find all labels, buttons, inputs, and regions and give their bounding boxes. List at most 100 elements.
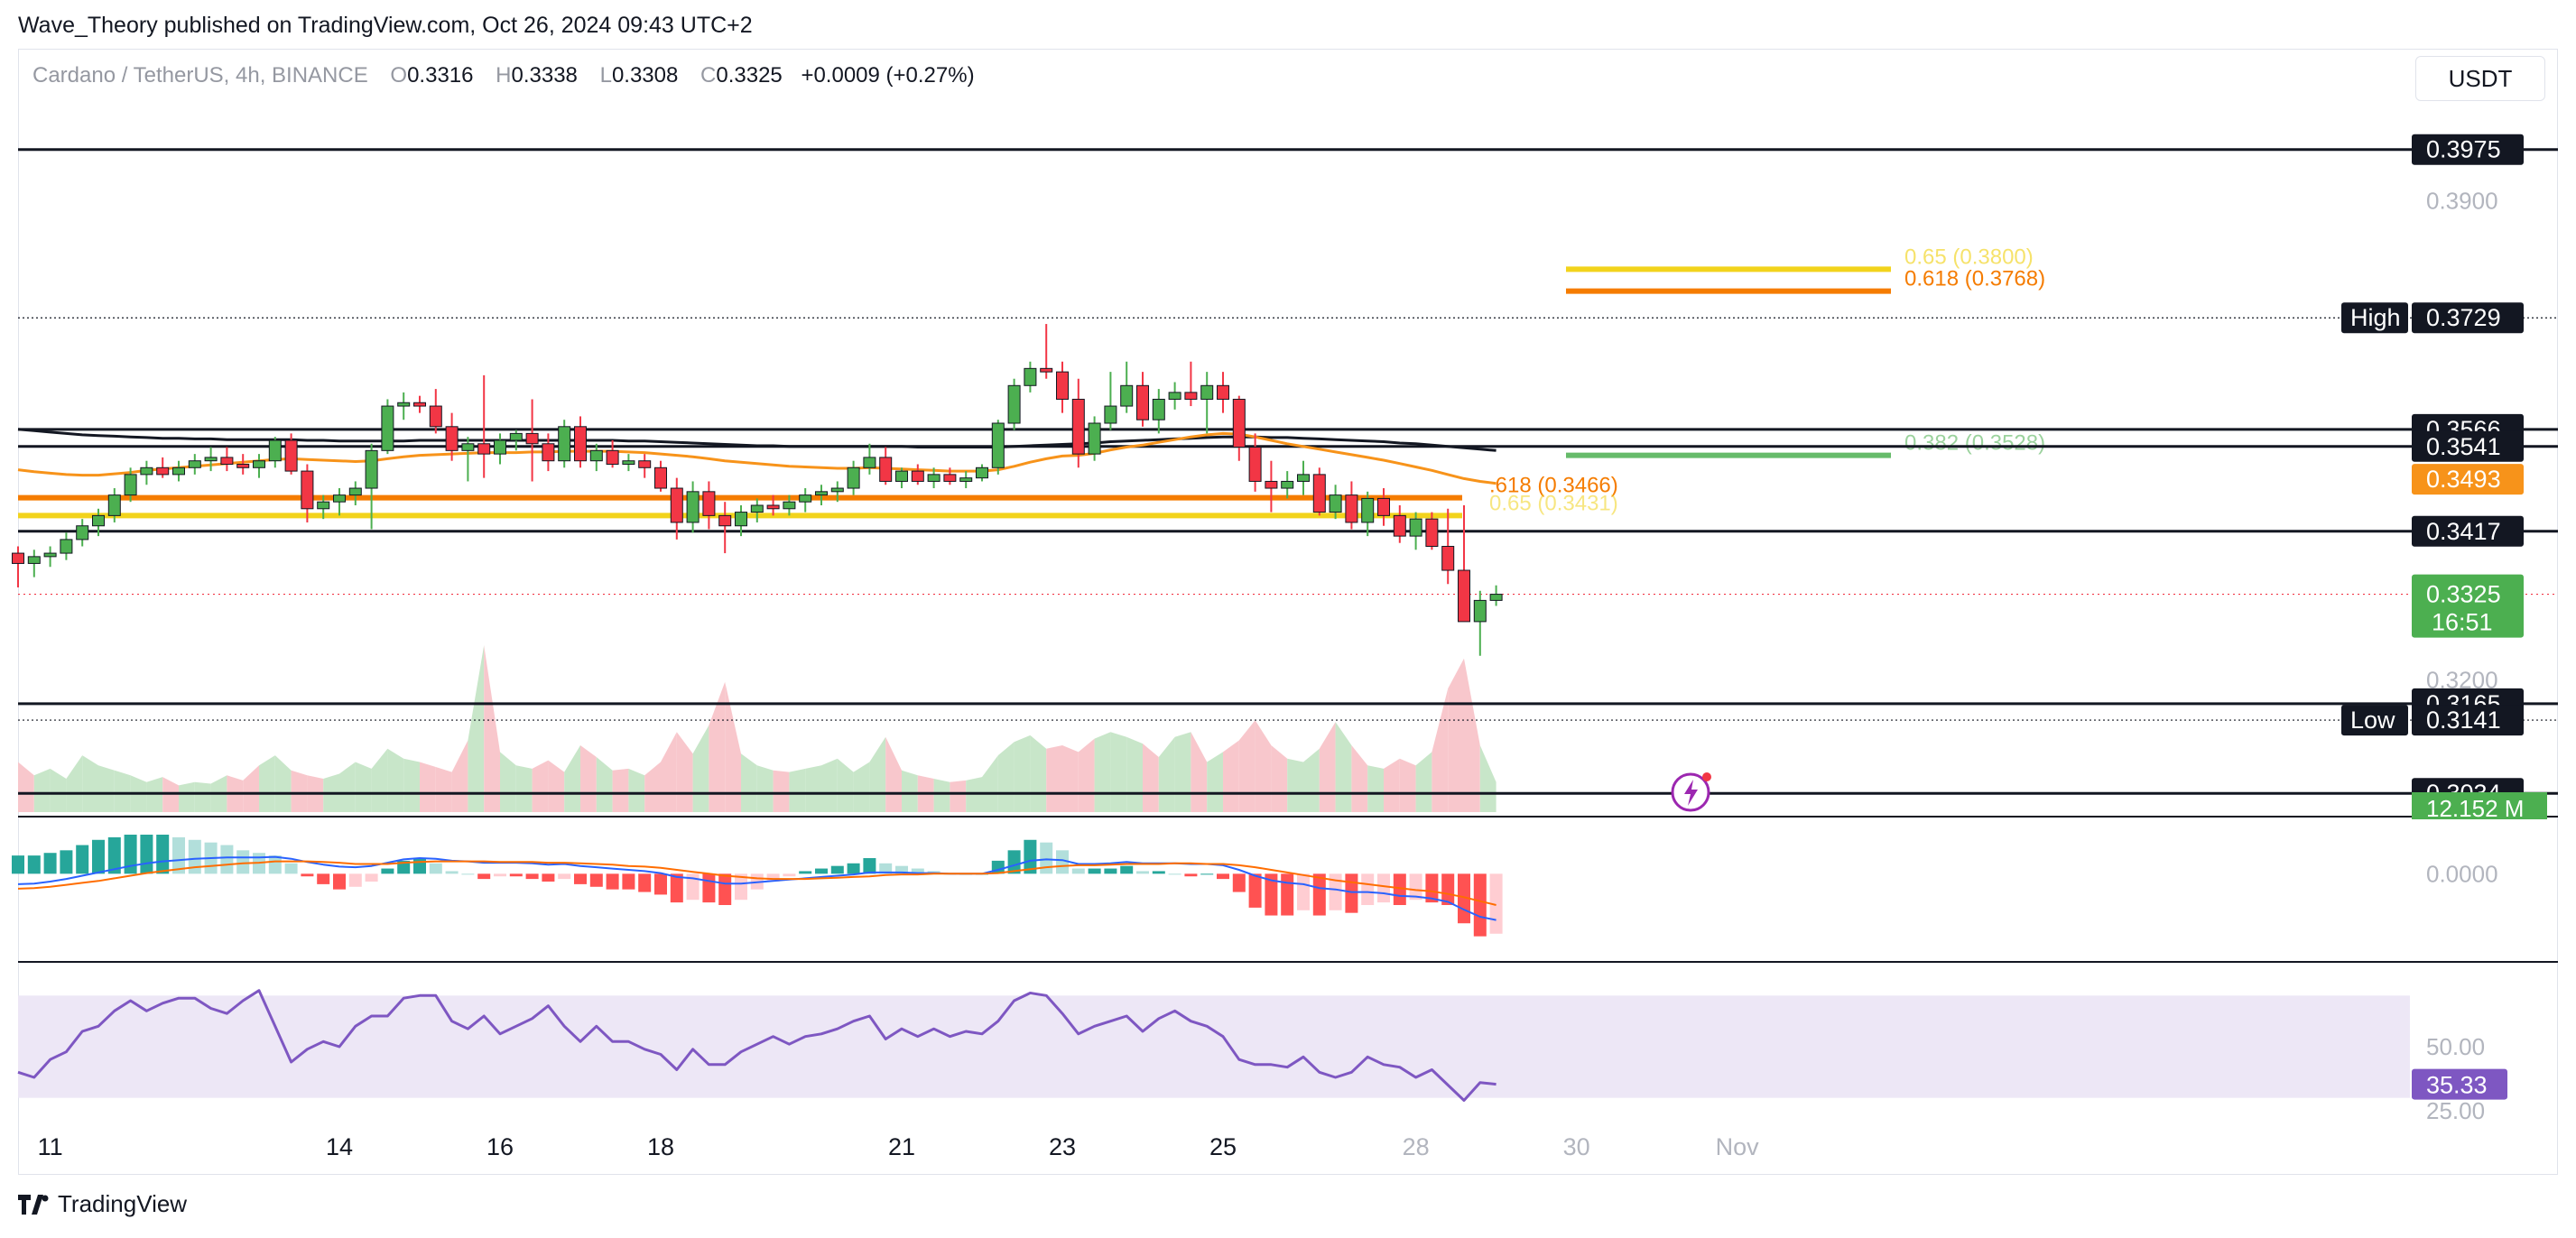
candle-body	[1265, 480, 1278, 489]
macd-histogram-bar	[1425, 873, 1439, 903]
candle-body	[397, 402, 411, 407]
candle-body	[461, 443, 475, 451]
macd-histogram-bar	[220, 845, 234, 874]
volume-slice	[194, 781, 211, 812]
candle-body	[333, 494, 346, 503]
macd-histogram-bar	[494, 873, 506, 877]
macd-histogram-bar	[236, 850, 250, 874]
volume-slice	[821, 758, 838, 812]
volume-slice	[1415, 752, 1432, 812]
macd-histogram-bar	[477, 873, 491, 880]
open-label: O	[390, 63, 408, 88]
candle-body	[991, 422, 1005, 468]
macd-histogram-bar	[12, 855, 24, 874]
macd-histogram-bar	[333, 873, 346, 890]
macd-histogram-bar	[911, 868, 924, 874]
candle-body	[284, 439, 298, 472]
candle-body	[301, 470, 314, 510]
high-label: H	[496, 63, 512, 88]
volume-slice	[1271, 745, 1288, 812]
macd-histogram-bar	[863, 858, 876, 874]
price-axis-label-box	[2412, 705, 2524, 736]
symbol-name[interactable]: Cardano / TetherUS, 4h, BINANCE	[32, 63, 368, 88]
price-axis-label: 0.3493	[2426, 466, 2501, 493]
volume-slice	[484, 645, 500, 812]
low-label: L	[599, 63, 612, 88]
candle-body	[976, 467, 988, 479]
volume-slice	[515, 765, 533, 812]
macd-histogram-bar	[815, 868, 828, 874]
candle-body	[943, 474, 957, 482]
candle-body	[606, 449, 619, 466]
macd-histogram-bar	[397, 860, 411, 874]
candle-body	[365, 449, 378, 489]
volume-slice	[612, 768, 629, 812]
candle-body	[1248, 447, 1262, 482]
macd-histogram-bar	[284, 863, 298, 874]
macd-histogram-bar	[188, 839, 201, 874]
candle-body	[124, 474, 137, 496]
price-axis-label: 0.3541	[2426, 433, 2501, 460]
time-axis-tick: 21	[888, 1133, 915, 1160]
volume-slice	[644, 762, 661, 812]
volume-slice	[1335, 722, 1352, 812]
macd-histogram-bar	[140, 835, 153, 874]
macd-histogram-bar	[879, 863, 893, 874]
candle-body	[140, 467, 153, 476]
macd-histogram-bar	[1345, 873, 1358, 913]
chart-frame	[18, 49, 2558, 1175]
price-axis-label: 0.3141	[2426, 707, 2501, 734]
candle-body	[236, 464, 250, 468]
tradingview-logo[interactable]: TradingView	[18, 1190, 187, 1218]
macd-histogram-bar	[606, 873, 619, 890]
candle-body	[1393, 514, 1406, 537]
candle-body	[494, 439, 506, 455]
volume-slice	[1399, 758, 1416, 812]
candle-body	[156, 467, 170, 476]
candle-body	[204, 457, 218, 462]
macd-histogram-bar	[445, 871, 459, 874]
candle-body	[27, 556, 41, 564]
macd-histogram-bar	[1024, 839, 1037, 874]
macd-histogram-bar	[847, 863, 860, 874]
candle-body	[172, 467, 185, 476]
candle-body	[799, 494, 812, 503]
publisher-line: Wave_Theory published on TradingView.com…	[18, 13, 753, 38]
volume-slice	[837, 758, 854, 812]
volume-slice	[725, 681, 741, 812]
price-axis-label: 0.3729	[2426, 304, 2501, 331]
currency-button[interactable]: USDT	[2415, 56, 2545, 101]
candle-body	[268, 439, 282, 462]
volume-slice	[1158, 736, 1175, 812]
time-axis-tick: Nov	[1716, 1133, 1760, 1160]
price-axis-label: 0.3325	[2426, 581, 2501, 608]
candle-body	[1297, 474, 1310, 482]
volume-slice	[1078, 738, 1095, 812]
candle-body	[1361, 497, 1375, 523]
macd-signal-line	[17, 860, 1496, 906]
candle-body	[1312, 474, 1326, 513]
volume-axis-label-box	[2412, 792, 2547, 819]
macd-histogram-bar	[783, 873, 796, 877]
volume-slice	[1014, 734, 1031, 812]
volume-axis-label: 12.152 M	[2426, 795, 2524, 822]
macd-histogram-bar	[1312, 873, 1326, 916]
macd-histogram-bar	[589, 873, 603, 887]
macd-histogram-bar	[1040, 842, 1053, 874]
macd-histogram-bar	[1071, 868, 1085, 874]
candle-body	[477, 443, 491, 455]
candle-body	[558, 426, 571, 462]
macd-histogram-bar	[92, 839, 105, 874]
volume-slice	[50, 768, 67, 812]
volume-slice	[259, 755, 275, 812]
rsi-value-label: 35.33	[2426, 1072, 2488, 1099]
volume-slice	[580, 745, 597, 812]
macd-line	[17, 855, 1496, 921]
candle-body	[1329, 494, 1342, 513]
rsi-axis-tick: 25.00	[2426, 1097, 2485, 1124]
volume-slice	[756, 765, 774, 812]
volume-slice	[33, 768, 51, 812]
volume-slice	[403, 758, 420, 812]
macd-histogram-bar	[542, 873, 555, 882]
